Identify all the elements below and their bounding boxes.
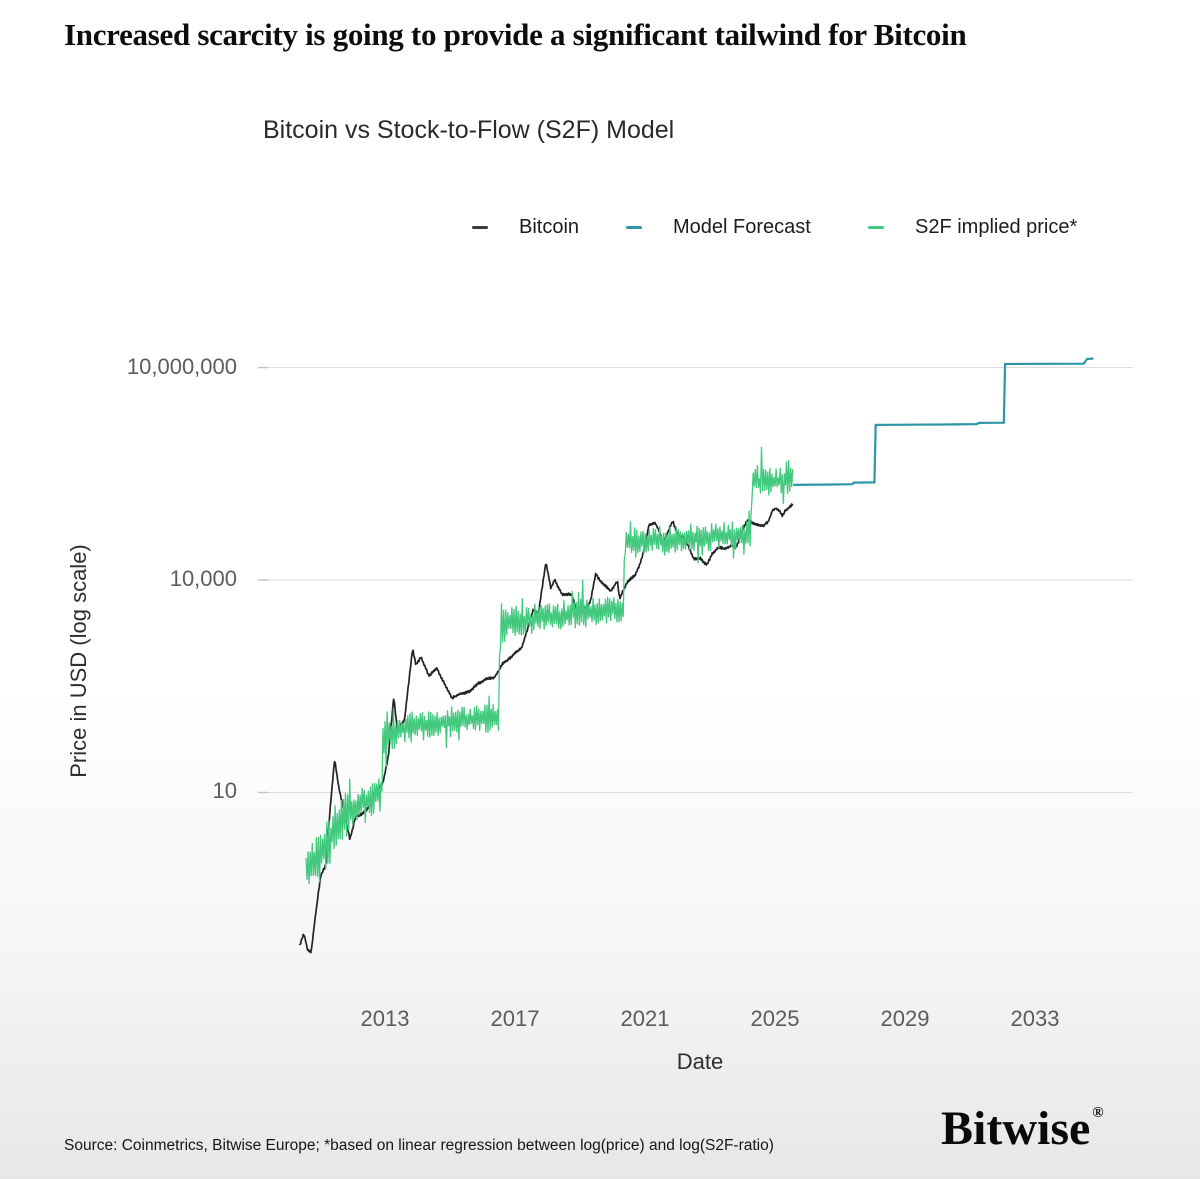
x-axis-title: Date xyxy=(676,1049,724,1074)
bitwise-wordmark: Bitwise xyxy=(941,1102,1091,1155)
legend-label: Model Forecast xyxy=(673,215,811,238)
y-tick-label: 10,000 xyxy=(169,566,237,591)
legend-dash-icon xyxy=(868,225,884,229)
y-tick-label: 10 xyxy=(212,778,237,804)
bitwise-logo: Bitwise ® xyxy=(941,1102,1104,1156)
legend-dash-icon xyxy=(626,225,642,229)
x-tick-label: 2033 xyxy=(1010,1006,1060,1031)
legend-label: Bitcoin xyxy=(519,215,580,238)
s2f-implied-price-line xyxy=(305,446,794,885)
source-note: Source: Coinmetrics, Bitwise Europe; *ba… xyxy=(64,1137,774,1154)
registered-trademark-icon: ® xyxy=(1092,1105,1104,1121)
x-tick-label: 2021 xyxy=(620,1006,670,1031)
legend-item-bitcoin: Bitcoin xyxy=(472,215,579,239)
page-title: Increased scarcity is going to provide a… xyxy=(64,17,967,52)
model-forecast-line xyxy=(793,357,1094,486)
y-tick-label: 10,000,000 xyxy=(126,353,237,379)
x-tick-label: 2025 xyxy=(750,1006,800,1031)
x-tick-label: 2017 xyxy=(490,1006,540,1031)
legend-label: S2F implied price* xyxy=(915,215,1078,238)
legend-dash-icon xyxy=(472,225,488,229)
x-tick-label: 2013 xyxy=(360,1006,410,1031)
legend-item-s2f-implied-price: S2F implied price* xyxy=(868,215,1077,239)
bitcoin-series-line xyxy=(299,503,794,954)
x-tick-label: 2029 xyxy=(880,1006,930,1031)
y-axis-title: Price in USD (log scale) xyxy=(66,544,91,778)
chart-title: Bitcoin vs Stock-to-Flow (S2F) Model xyxy=(263,116,675,144)
legend-item-model-forecast: Model Forecast xyxy=(626,215,811,239)
